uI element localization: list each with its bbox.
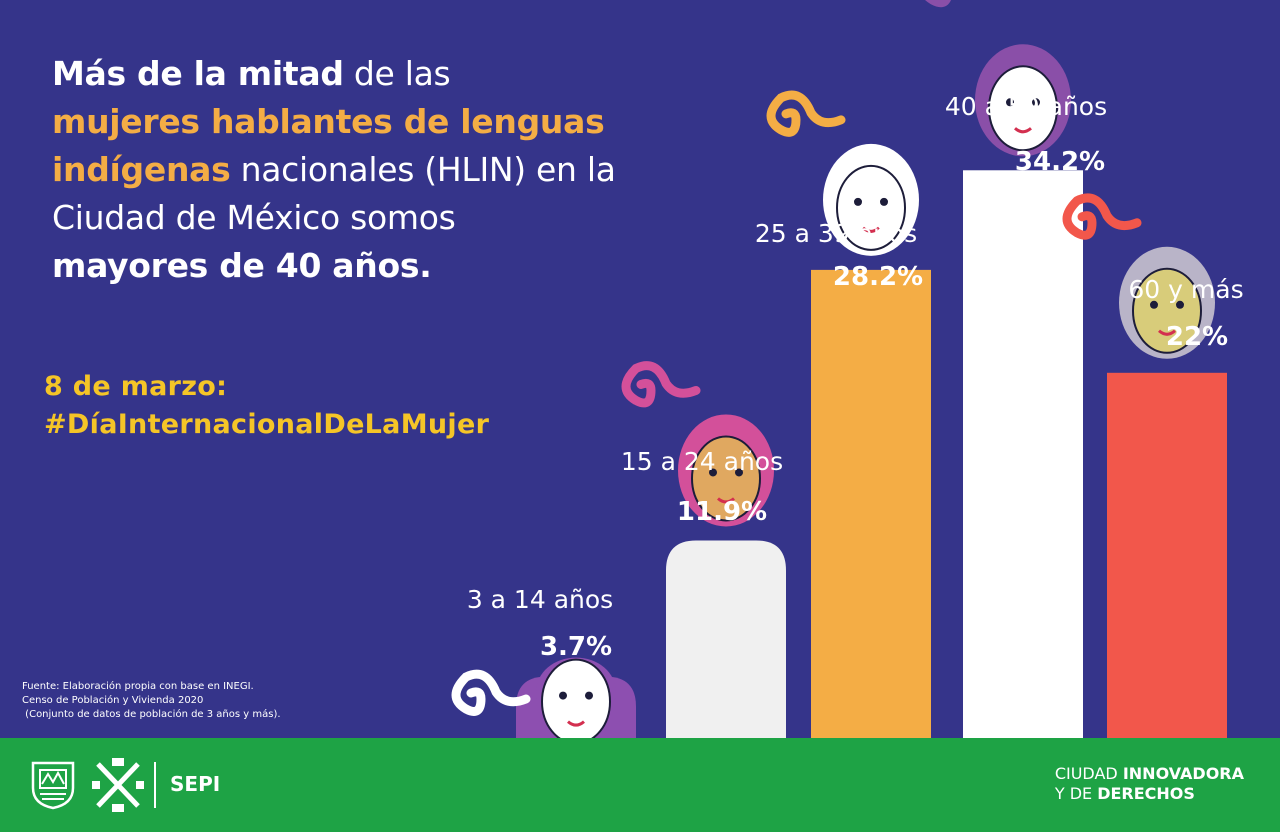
footer-slogan: CIUDAD INNOVADORA Y DE DERECHOS	[1055, 764, 1244, 804]
bar	[963, 170, 1083, 738]
value-label: 28.2%	[833, 262, 923, 292]
eye	[854, 197, 862, 206]
eye	[559, 691, 567, 700]
eye	[1006, 98, 1014, 107]
cdmx-shield-icon	[31, 761, 75, 810]
mouth	[1158, 329, 1176, 336]
eye	[1176, 300, 1184, 309]
headline-text-2: nacionales (HLIN) en la Ciudad de México…	[52, 150, 616, 237]
swirl-ornament	[621, 361, 701, 408]
face	[988, 65, 1058, 152]
bar-group: 60 y más 22%	[1062, 193, 1244, 738]
value-label: 22%	[1166, 322, 1228, 352]
bar-group: 25 a 39 años 28.2%	[755, 90, 931, 738]
value-label: 3.7%	[540, 632, 612, 662]
date-line: 8 de marzo:	[44, 371, 228, 402]
footer-divider	[154, 762, 156, 808]
swirl-ornament	[925, 0, 951, 8]
headline-bold-2: mayores de 40 años.	[52, 246, 432, 285]
swirl-ornament	[451, 669, 531, 716]
eye	[735, 468, 743, 477]
footer-brand: SEPI	[170, 772, 221, 796]
footer-bar: SEPI CIUDAD INNOVADORA Y DE DERECHOS	[0, 738, 1280, 832]
swirl-ornament	[1062, 193, 1142, 240]
value-label: 34.2%	[1015, 147, 1105, 177]
face	[691, 435, 761, 522]
face	[541, 658, 611, 738]
date-block: 8 de marzo: #DíaInternacionalDeLaMujer	[44, 368, 489, 444]
source-line-1: Fuente: Elaboración propia con base en I…	[22, 681, 254, 692]
bar	[666, 540, 786, 738]
headline-highlight: mujeres hablantes de lenguas indígenas	[52, 102, 605, 189]
face	[1132, 267, 1202, 354]
bar	[811, 269, 931, 738]
headline: Más de la mitad de las mujeres hablantes…	[52, 50, 632, 290]
mouth	[717, 497, 735, 504]
slogan-line2-bold: DERECHOS	[1097, 784, 1195, 803]
bar-group: 3 a 14 años 3.7%	[451, 585, 636, 738]
category-label: 40 a 59 años	[945, 92, 1107, 121]
value-label: 11.9%	[677, 497, 767, 527]
swirl-ornament	[766, 90, 846, 137]
eye	[1032, 98, 1040, 107]
mouth	[862, 226, 880, 233]
slogan-line1-normal: CIUDAD	[1054, 764, 1123, 783]
eye	[709, 468, 717, 477]
source-line-3: (Conjunto de datos de población de 3 año…	[22, 709, 281, 720]
headline-text-1: de las	[343, 54, 451, 93]
face	[836, 164, 906, 251]
slogan-line2-normal: Y DE	[1054, 784, 1098, 803]
mouth	[1014, 127, 1032, 134]
category-label: 60 y más	[1128, 275, 1243, 304]
eye	[1150, 300, 1158, 309]
eye	[880, 197, 888, 206]
source-line-2: Censo de Población y Vivienda 2020	[22, 695, 204, 706]
category-label: 3 a 14 años	[467, 585, 613, 614]
bar	[1107, 372, 1227, 738]
category-label: 25 a 39 años	[755, 219, 917, 248]
cdmx-logo-icon	[92, 758, 144, 812]
bar-group: 15 a 24 años 11.9%	[621, 361, 786, 738]
eye	[585, 691, 593, 700]
headline-bold-1: Más de la mitad	[52, 54, 344, 93]
hashtag-line: #DíaInternacionalDeLaMujer	[44, 409, 490, 440]
bar-group: 40 a 59 años 34.2%	[925, 0, 1107, 738]
category-label: 15 a 24 años	[621, 447, 783, 476]
slogan-line1-bold: INNOVADORA	[1122, 764, 1244, 783]
mouth	[567, 720, 585, 727]
source-note: Fuente: Elaboración propia con base en I…	[22, 680, 322, 722]
